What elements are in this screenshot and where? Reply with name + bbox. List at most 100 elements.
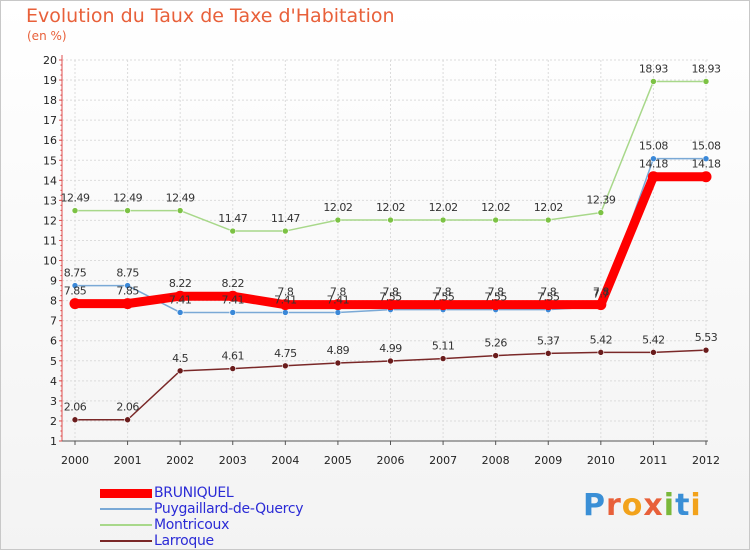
y-axis-minor-dot xyxy=(60,109,62,111)
point-BRUNIQUEL-2009 xyxy=(542,299,554,311)
point-BRUNIQUEL-2008 xyxy=(490,299,502,311)
proxiti-logo: Proxiti xyxy=(583,488,702,523)
data-label-BRUNIQUEL-2008: 7.8 xyxy=(488,286,504,299)
data-label-Puygaillard-de-Quercy-2003: 7.41 xyxy=(222,293,245,306)
legend-label: Montricoux xyxy=(154,517,230,533)
data-label-Puygaillard-de-Quercy-2002: 7.41 xyxy=(169,293,192,306)
y-axis-minor-dot xyxy=(60,415,62,417)
data-label-Puygaillard-de-Quercy-2006: 7.55 xyxy=(379,291,402,304)
y-axis-minor-dot xyxy=(60,274,62,277)
data-label-Larroque-2005: 4.89 xyxy=(327,344,350,357)
data-label-Puygaillard-de-Quercy-2007: 7.55 xyxy=(432,291,455,304)
y-axis-minor-dot xyxy=(60,169,62,171)
point-Larroque-2008 xyxy=(492,352,499,359)
data-label-Larroque-2002: 4.5 xyxy=(172,352,188,365)
logo-letter: i xyxy=(690,488,702,523)
data-label-Larroque-2001: 2.06 xyxy=(116,401,139,414)
y-axis-minor-dot xyxy=(60,335,62,337)
legend-label: BRUNIQUEL xyxy=(154,485,234,501)
y-axis-minor-dot xyxy=(60,79,62,81)
point-BRUNIQUEL-2010 xyxy=(595,299,607,311)
x-tick-labels: 2000 2001 2002 2003 2004 2005 2006 2007 2008 2009… xyxy=(61,454,720,467)
data-label-Puygaillard-de-Quercy-2012: 15.08 xyxy=(692,140,721,153)
legend-label: Puygaillard-de-Quercy xyxy=(154,501,304,517)
y-axis-minor-dot xyxy=(60,395,62,397)
data-label-Montricoux-2003: 11.47 xyxy=(218,212,247,225)
point-BRUNIQUEL-2000 xyxy=(69,298,81,310)
data-label-Larroque-2006: 4.99 xyxy=(379,342,402,355)
data-label-Montricoux-2012: 18.93 xyxy=(692,62,721,75)
y-tick-label-18: 18 xyxy=(43,94,57,107)
data-label-BRUNIQUEL-2001: 7.85 xyxy=(116,285,139,298)
series-points xyxy=(69,78,712,424)
chart-subtitle: (en %) xyxy=(27,29,67,43)
point-Montricoux-2000 xyxy=(71,207,79,214)
y-tick-label-5: 5 xyxy=(50,355,57,368)
y-axis-minor-dot xyxy=(60,305,62,307)
y-axis-minor-dot xyxy=(60,420,62,422)
data-label-BRUNIQUEL-2006: 7.8 xyxy=(383,286,399,299)
data-label-BRUNIQUEL-2009: 7.8 xyxy=(540,286,556,299)
point-Montricoux-2007 xyxy=(439,216,447,224)
y-axis-minor-dot xyxy=(60,89,62,91)
x-tick-label-2002: 2002 xyxy=(166,454,194,467)
y-axis-minor-dot xyxy=(60,139,62,141)
y-tick-label-4: 4 xyxy=(50,375,57,388)
x-tick-label-2000: 2000 xyxy=(61,454,89,467)
y-axis-minor-dot xyxy=(60,330,62,332)
point-Montricoux-2001 xyxy=(124,207,131,214)
point-BRUNIQUEL-2006 xyxy=(385,299,396,311)
point-Larroque-2007 xyxy=(439,355,447,362)
point-Puygaillard-de-Quercy-2001 xyxy=(124,282,131,289)
y-axis-minor-dot xyxy=(60,134,62,136)
x-tick-label-2001: 2001 xyxy=(114,454,142,467)
point-Montricoux-2008 xyxy=(492,216,499,224)
data-label-BRUNIQUEL-2005: 7.8 xyxy=(330,286,346,299)
y-axis-minor-dot xyxy=(60,269,62,272)
point-Montricoux-2006 xyxy=(387,216,394,224)
point-Larroque-2010 xyxy=(597,349,605,356)
y-tick-label-14: 14 xyxy=(43,174,57,187)
y-axis-minor-dot xyxy=(60,164,62,166)
x-tick-label-2007: 2007 xyxy=(429,454,457,467)
point-Montricoux-2009 xyxy=(544,216,552,224)
point-Montricoux-2002 xyxy=(176,207,184,214)
data-label-Larroque-2011: 5.42 xyxy=(642,333,665,346)
data-label-Puygaillard-de-Quercy-2005: 7.41 xyxy=(327,293,350,306)
y-axis-minor-dot xyxy=(60,214,62,217)
point-Puygaillard-de-Quercy-2002 xyxy=(176,309,184,316)
y-tick-label-16: 16 xyxy=(43,134,57,147)
data-label-Puygaillard-de-Quercy-2004: 7.41 xyxy=(274,293,297,306)
data-label-Puygaillard-de-Quercy-2000: 8.75 xyxy=(64,267,87,280)
chart-title: Evolution du Taux de Taxe d'Habitation xyxy=(26,5,395,27)
y-tick-label-11: 11 xyxy=(43,234,57,247)
y-axis-minor-dot xyxy=(60,124,62,126)
y-axis-minor-dot xyxy=(60,234,62,237)
y-axis-minor-dot xyxy=(60,345,62,347)
data-label-Puygaillard-de-Quercy-2001: 8.75 xyxy=(116,267,139,280)
point-Montricoux-2004 xyxy=(282,227,289,235)
y-tick-label-17: 17 xyxy=(43,114,57,127)
y-axis-minor-dot xyxy=(60,204,62,206)
point-Larroque-2006 xyxy=(387,357,394,365)
data-label-Larroque-2009: 5.37 xyxy=(537,334,560,347)
y-axis-minor-dot xyxy=(60,380,62,382)
y-axis-minor-dot xyxy=(60,315,62,317)
data-label-Montricoux-2011: 18.93 xyxy=(639,62,668,75)
point-BRUNIQUEL-2003 xyxy=(227,290,239,302)
y-axis-minor-dot xyxy=(60,355,62,357)
y-axis-minor-dot xyxy=(60,310,62,312)
data-label-Montricoux-2008: 12.02 xyxy=(481,201,510,214)
point-Larroque-2001 xyxy=(124,416,131,424)
y-axis-minor-dot xyxy=(60,219,62,222)
data-label-Montricoux-2010: 12.39 xyxy=(586,194,615,207)
y-tick-label-1: 1 xyxy=(50,435,57,448)
y-tick-label-2: 2 xyxy=(50,415,57,428)
x-tick-label-2005: 2005 xyxy=(324,454,352,467)
data-label-Larroque-2007: 5.11 xyxy=(432,340,455,353)
y-axis-minor-dot xyxy=(60,129,62,131)
data-label-BRUNIQUEL-2007: 7.8 xyxy=(435,286,451,299)
point-BRUNIQUEL-2011 xyxy=(647,171,659,183)
y-axis-minor-dot xyxy=(60,440,62,442)
logo-letter: P xyxy=(583,488,606,523)
